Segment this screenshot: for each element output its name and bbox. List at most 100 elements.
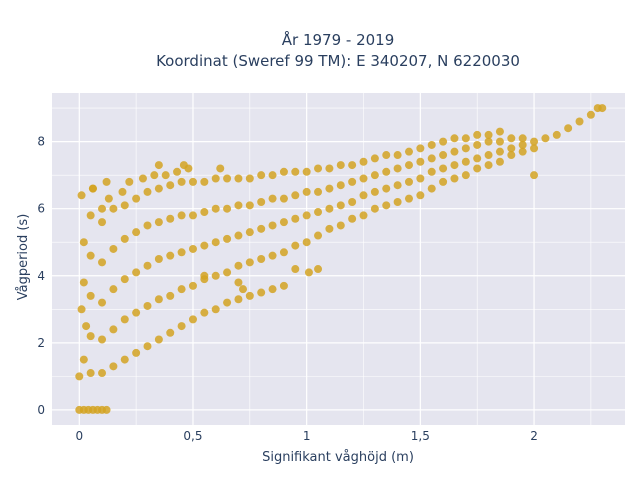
scatter-point [370,204,379,213]
scatter-point [484,130,493,139]
scatter-point [166,251,175,260]
scatter-point [279,218,288,227]
scatter-point [188,211,197,220]
y-tick-label: 6 [37,202,45,216]
scatter-point [98,369,107,378]
scatter-point [223,174,232,183]
x-axis-title: Signifikant våghöjd (m) [262,450,414,465]
scatter-point [143,221,152,230]
scatter-point [234,231,243,240]
scatter-point [86,251,95,260]
y-tick-label: 0 [37,403,45,417]
scatter-point [223,204,232,213]
scatter-point [82,322,91,331]
scatter-point [314,187,323,196]
scatter-point [279,248,288,257]
scatter-point [348,177,357,186]
scatter-point [427,184,436,193]
scatter-point [348,161,357,170]
scatter-point [325,184,334,193]
scatter-point [393,197,402,206]
scatter-point [461,157,470,166]
scatter-point [302,211,311,220]
scatter-point [450,161,459,170]
y-tick-label: 8 [37,135,45,149]
scatter-point [211,305,220,314]
scatter-point [86,369,95,378]
scatter-point [484,137,493,146]
scatter-point [404,161,413,170]
scatter-point [530,137,539,146]
scatter-point [154,184,163,193]
scatter-point [495,137,504,146]
scatter-point [98,204,107,213]
scatter-point [495,147,504,156]
scatter-point [132,268,141,277]
scatter-point [102,405,111,414]
scatter-point [109,325,118,334]
scatter-point [161,171,170,180]
scatter-point [223,234,232,243]
scatter-point [450,134,459,143]
scatter-point [314,208,323,217]
scatter-point [86,291,95,300]
scatter-point [439,137,448,146]
scatter-point [245,201,254,210]
scatter-point [143,342,152,351]
scatter-point [88,184,97,193]
scatter-point [393,181,402,190]
scatter-point [518,147,527,156]
scatter-point [188,281,197,290]
scatter-point [77,191,86,200]
scatter-point [495,127,504,136]
data-points [75,104,607,414]
scatter-point [143,261,152,270]
scatter-point [166,328,175,337]
scatter-point [120,275,129,284]
scatter-point [404,177,413,186]
scatter-point [109,285,118,294]
scatter-point [473,154,482,163]
scatter-point [416,174,425,183]
scatter-point [177,211,186,220]
scatter-point [450,147,459,156]
scatter-point [530,171,539,180]
scatter-point [188,244,197,253]
scatter-point [154,161,163,170]
scatter-point [257,197,266,206]
scatter-point [239,285,247,294]
scatter-point [109,362,118,371]
scatter-point [154,218,163,227]
scatter-point [109,204,118,213]
scatter-point [359,157,368,166]
scatter-point [279,167,288,176]
scatter-point [530,144,539,153]
scatter-point [586,110,595,119]
scatter-point [450,174,459,183]
scatter-point [125,177,134,186]
scatter-point [416,157,425,166]
scatter-point [439,164,448,173]
scatter-point [314,265,323,274]
scatter-point [257,171,266,180]
scatter-point [564,124,573,133]
scatter-point [216,164,225,173]
scatter-point [348,197,357,206]
scatter-point [234,174,243,183]
scatter-point [382,167,391,176]
scatter-point [200,208,209,217]
scatter-point [382,151,391,160]
scatter-point [461,171,470,180]
scatter-point [336,181,345,190]
scatter-point [79,278,88,287]
scatter-point [154,255,163,263]
scatter-point [188,177,197,186]
scatter-point [484,151,493,160]
scatter-point [336,201,345,210]
scatter-point [393,151,402,160]
scatter-point [86,332,95,341]
scatter-point [245,291,254,300]
scatter-point [79,355,88,364]
